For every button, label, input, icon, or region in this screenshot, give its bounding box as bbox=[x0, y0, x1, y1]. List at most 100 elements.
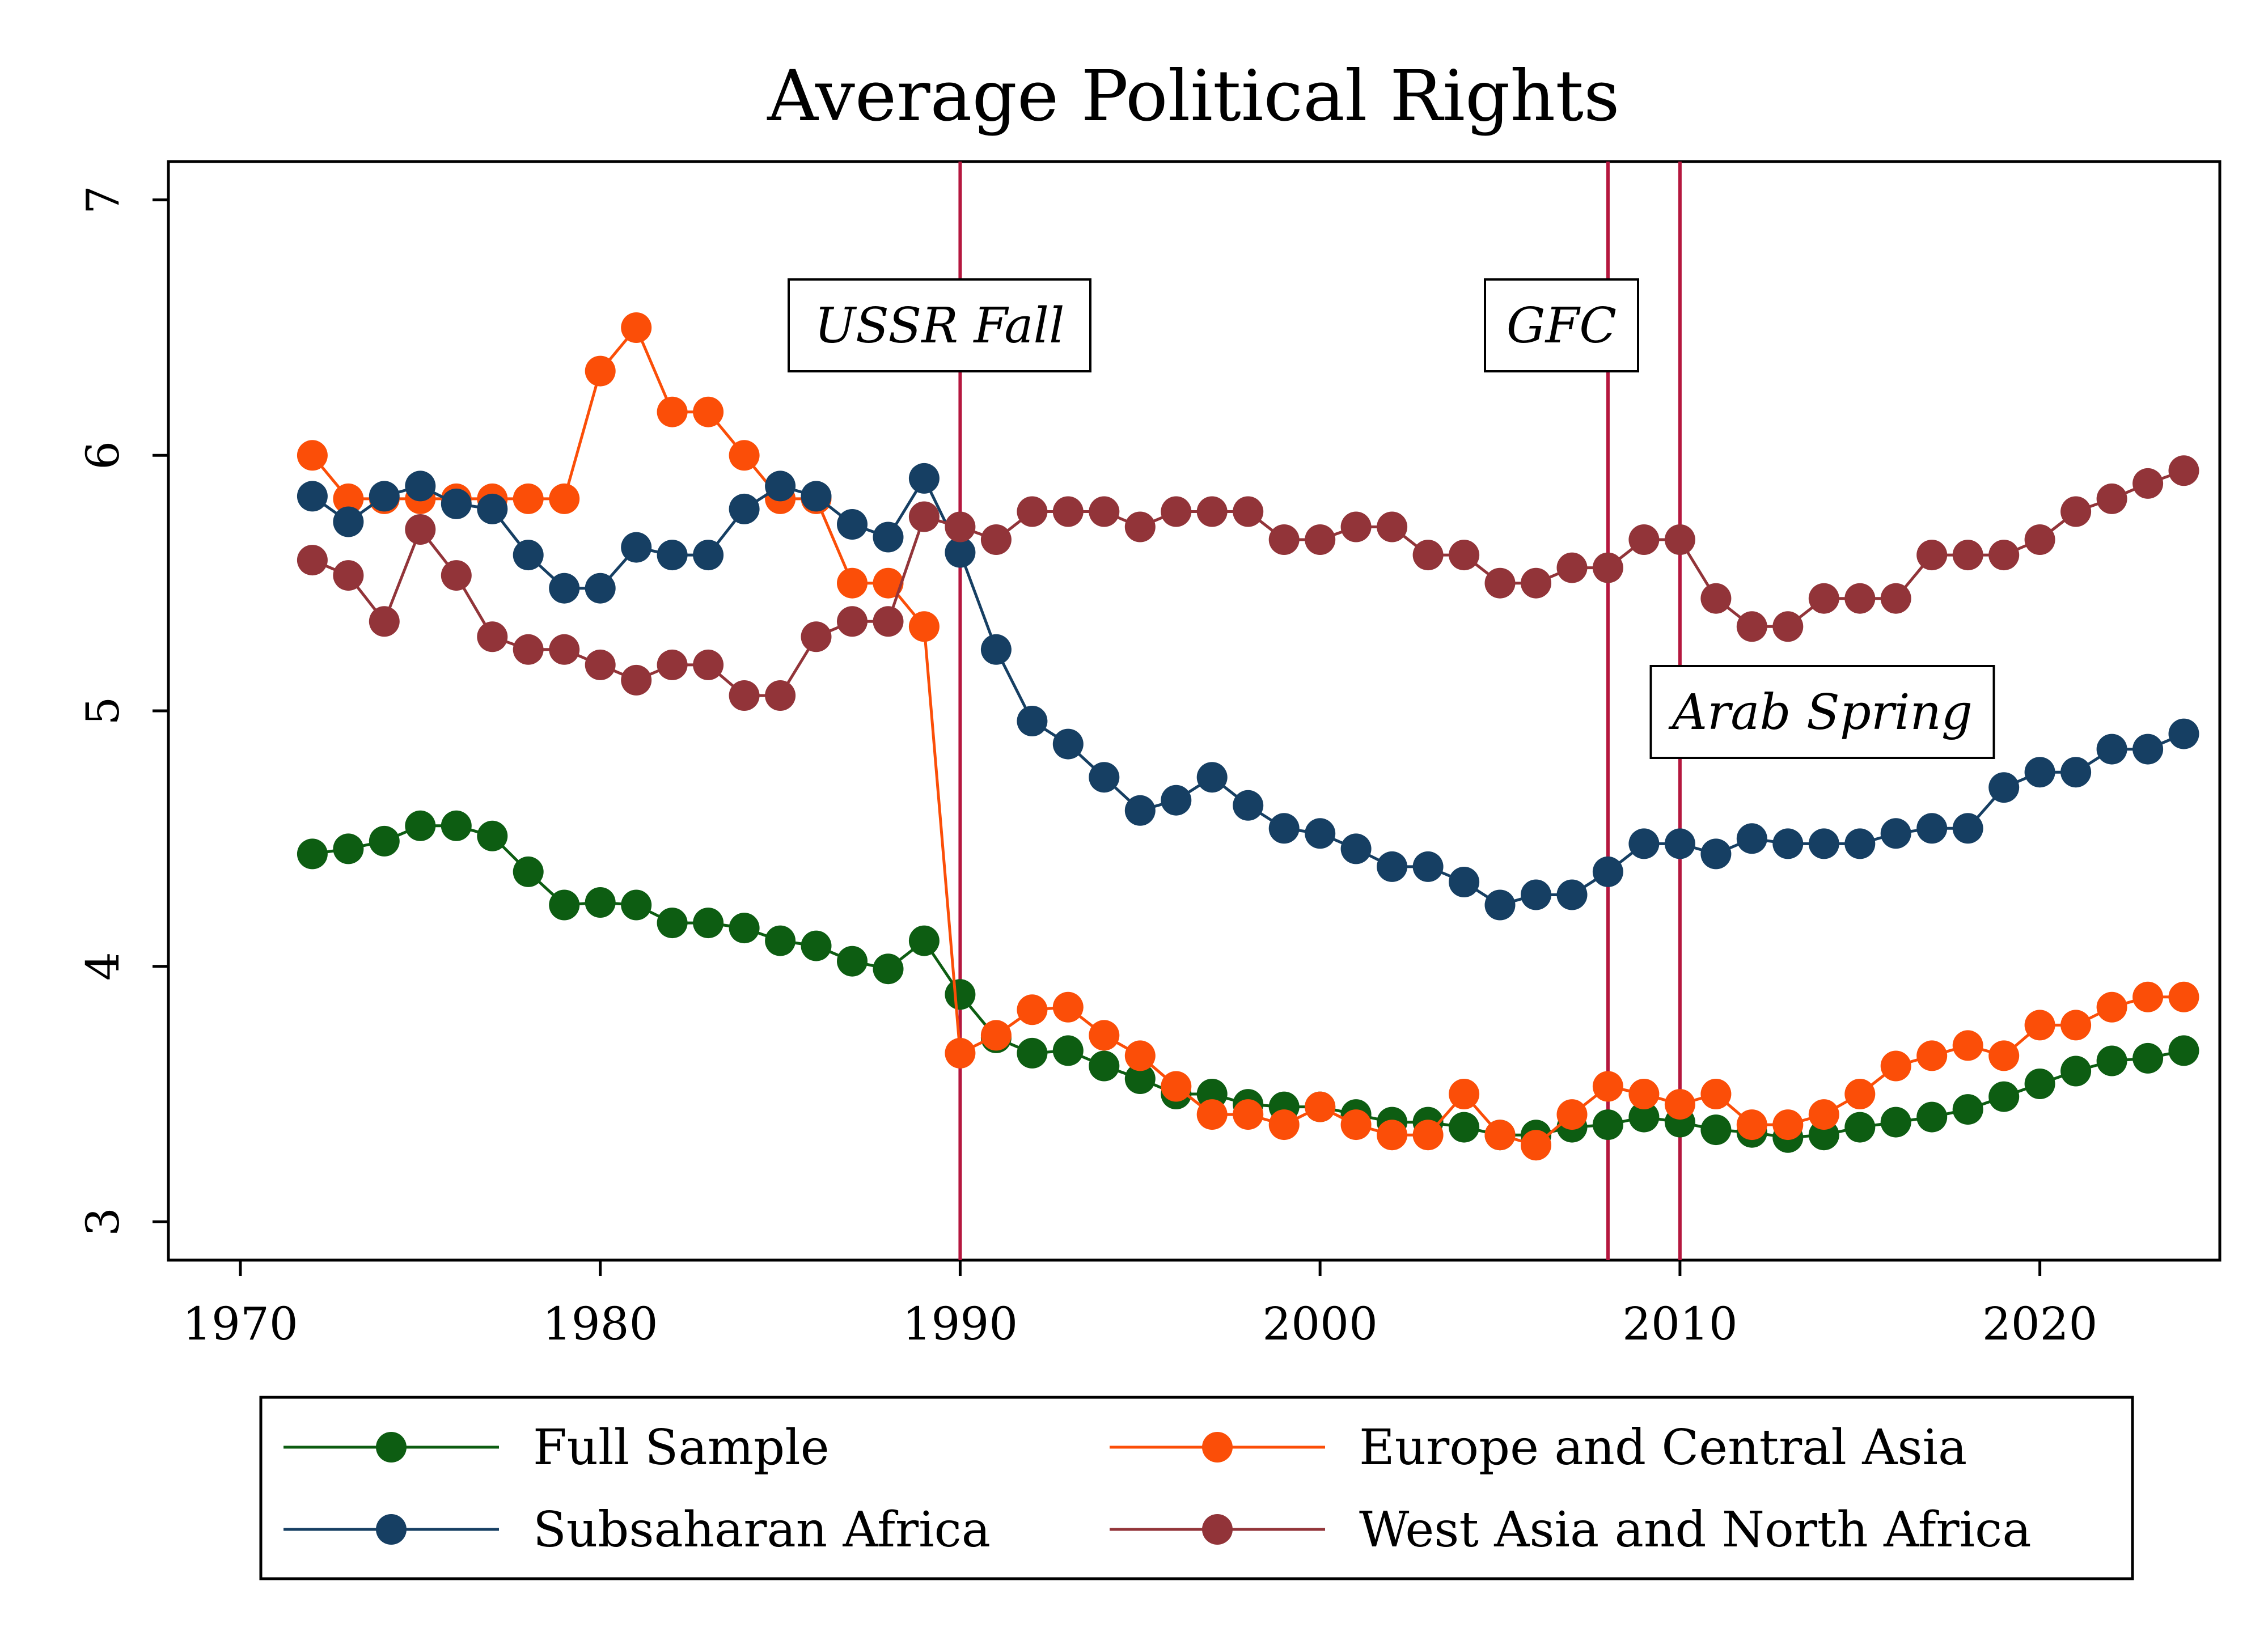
data-point bbox=[2024, 1010, 2055, 1041]
data-point bbox=[693, 540, 724, 571]
data-point bbox=[1880, 818, 1911, 849]
data-point bbox=[477, 820, 508, 851]
data-point bbox=[1161, 496, 1192, 527]
data-point bbox=[1305, 818, 1336, 849]
data-point bbox=[729, 440, 760, 471]
data-point bbox=[441, 810, 472, 841]
legend-swatch-marker bbox=[1202, 1514, 1233, 1545]
data-point bbox=[873, 606, 904, 637]
data-point bbox=[2024, 1069, 2055, 1099]
data-point bbox=[1988, 1081, 2020, 1112]
data-point bbox=[2168, 1035, 2199, 1066]
data-point bbox=[765, 470, 796, 502]
data-point bbox=[801, 930, 832, 961]
data-point bbox=[1628, 1079, 1660, 1109]
data-point bbox=[908, 501, 940, 532]
data-point bbox=[1521, 1130, 1551, 1161]
x-tick-label: 1990 bbox=[903, 1298, 1018, 1350]
y-tick-label: 4 bbox=[77, 952, 129, 981]
data-point bbox=[1377, 1120, 1408, 1151]
data-point bbox=[333, 506, 364, 537]
data-point bbox=[1089, 762, 1120, 793]
y-tick-label: 7 bbox=[77, 185, 129, 214]
data-point bbox=[405, 470, 436, 502]
x-tick-label: 1970 bbox=[183, 1298, 298, 1350]
data-point bbox=[1161, 785, 1192, 816]
y-tick-label: 6 bbox=[77, 441, 129, 470]
data-point bbox=[2096, 483, 2127, 514]
data-point bbox=[621, 664, 652, 696]
data-point bbox=[1628, 828, 1660, 859]
data-point bbox=[1052, 1035, 1084, 1066]
data-point bbox=[297, 440, 328, 471]
data-point bbox=[1449, 1079, 1480, 1109]
data-point bbox=[908, 925, 940, 956]
legend-label: Europe and Central Asia bbox=[1359, 1419, 1967, 1476]
axes: 1970 1980 1990 2000 2010 2020 3 4 5 6 7 bbox=[77, 185, 2097, 1350]
data-point bbox=[2060, 496, 2092, 527]
event-label-box bbox=[1649, 665, 1995, 759]
data-point bbox=[2168, 455, 2199, 486]
data-point bbox=[693, 396, 724, 427]
data-point bbox=[1268, 813, 1300, 844]
data-point bbox=[1556, 1099, 1588, 1130]
data-point bbox=[1664, 1089, 1695, 1120]
data-point bbox=[1412, 540, 1444, 571]
data-point bbox=[1952, 813, 1983, 844]
data-point bbox=[873, 953, 904, 985]
data-point bbox=[1340, 833, 1372, 864]
data-point bbox=[980, 524, 1012, 555]
data-point bbox=[1017, 1037, 1048, 1069]
data-point bbox=[1700, 838, 1732, 870]
data-point bbox=[1736, 1109, 1767, 1141]
series-group bbox=[297, 463, 2199, 921]
data-point bbox=[837, 946, 868, 977]
data-point bbox=[1844, 1112, 1876, 1143]
data-point bbox=[1592, 1071, 1623, 1102]
data-point bbox=[1089, 1050, 1120, 1082]
data-point bbox=[1124, 795, 1156, 826]
data-point bbox=[1233, 790, 1264, 821]
data-point bbox=[1161, 1071, 1192, 1102]
chart-title: Average Political Rights bbox=[767, 56, 1619, 137]
legend-box bbox=[259, 1396, 2134, 1580]
data-point bbox=[1268, 524, 1300, 555]
data-point bbox=[801, 621, 832, 652]
data-point bbox=[1305, 524, 1336, 555]
data-point bbox=[1089, 496, 1120, 527]
data-point bbox=[1124, 1040, 1156, 1071]
data-point bbox=[1412, 1120, 1444, 1151]
data-point bbox=[1017, 496, 1048, 527]
data-point bbox=[908, 611, 940, 642]
data-point bbox=[1377, 851, 1408, 882]
data-point bbox=[1592, 552, 1623, 583]
data-point bbox=[1412, 851, 1444, 882]
data-point bbox=[2132, 468, 2164, 499]
data-point bbox=[1772, 1109, 1804, 1141]
data-point bbox=[729, 913, 760, 944]
data-point bbox=[1052, 728, 1084, 760]
data-point bbox=[549, 483, 580, 514]
data-point bbox=[1808, 583, 1839, 614]
data-point bbox=[873, 522, 904, 553]
data-point bbox=[1736, 611, 1767, 642]
data-point bbox=[1196, 496, 1228, 527]
data-point bbox=[945, 1037, 976, 1069]
data-point bbox=[1268, 1109, 1300, 1141]
data-point bbox=[801, 481, 832, 512]
event-labels: USSR Fall GFC Arab Spring bbox=[788, 278, 1995, 759]
data-point bbox=[1880, 1050, 1911, 1082]
data-point bbox=[1844, 828, 1876, 859]
legend-item: Full Sample bbox=[284, 1419, 830, 1476]
data-point bbox=[2096, 991, 2127, 1023]
data-point bbox=[1124, 511, 1156, 542]
data-point bbox=[585, 355, 616, 387]
data-point bbox=[2168, 981, 2199, 1012]
data-point bbox=[1736, 823, 1767, 854]
data-point bbox=[369, 606, 400, 637]
data-point bbox=[621, 312, 652, 343]
data-point bbox=[405, 514, 436, 545]
data-point bbox=[1628, 524, 1660, 555]
data-point bbox=[1196, 762, 1228, 793]
data-point bbox=[1484, 567, 1516, 599]
